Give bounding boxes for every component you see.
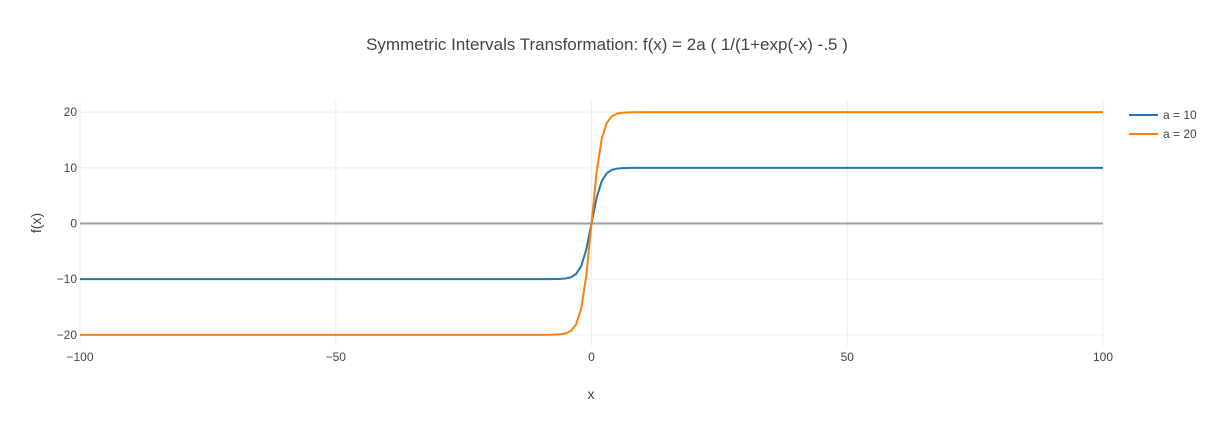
series-group [80,111,1103,336]
legend-label: a = 20 [1163,127,1197,141]
legend-label: a = 10 [1163,108,1197,122]
legend[interactable]: a = 10 a = 20 [1129,108,1197,141]
y-axis-title: f(x) [28,213,44,233]
x-tick-label: 0 [588,350,595,364]
chart-title: Symmetric Intervals Transformation: f(x)… [366,35,848,54]
x-axis-title: x [588,386,595,402]
legend-item-1[interactable]: a = 10 [1129,108,1197,122]
x-tick-label: 100 [1093,350,1113,364]
x-tick-label: −50 [326,350,347,364]
y-tick-label: 0 [70,217,77,231]
x-tick-label: 50 [841,350,855,364]
legend-item-2[interactable]: a = 20 [1129,127,1197,141]
y-tick-label: 20 [64,105,78,119]
x-tick-label: −100 [66,350,93,364]
y-tick-label: −10 [57,272,78,286]
y-tick-label: 10 [64,161,78,175]
y-tick-label: −20 [57,328,78,342]
series-line-2 [80,111,1103,336]
